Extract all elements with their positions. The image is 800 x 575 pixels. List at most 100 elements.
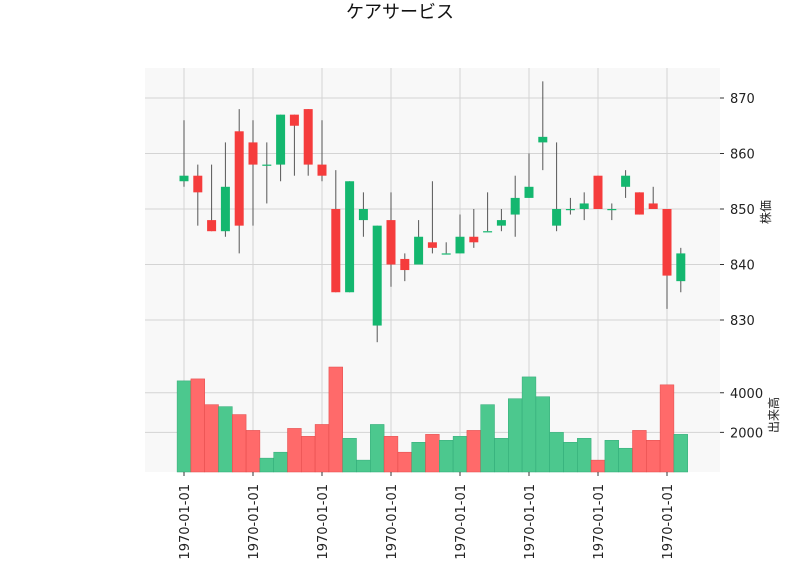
candle-body — [607, 209, 617, 211]
candle-body — [220, 186, 230, 232]
volume-bar — [301, 436, 316, 473]
candle-body — [524, 186, 534, 198]
volume-bar — [466, 430, 481, 473]
volume-bar — [494, 438, 509, 473]
candle-body — [248, 142, 258, 165]
price-tick-label: 860 — [730, 148, 755, 163]
volume-bar — [618, 447, 633, 473]
volume-bar — [659, 384, 675, 473]
candle-body — [400, 258, 410, 271]
volume-bar — [190, 378, 205, 473]
volume-bar — [549, 432, 564, 473]
volume-tick-label: 4000 — [730, 387, 763, 402]
volume-bar — [342, 438, 357, 473]
volume-bar — [646, 440, 661, 473]
candle-body — [289, 114, 299, 126]
volume-bar — [425, 434, 440, 473]
candle-body — [414, 236, 424, 265]
price-panel: 830 840 850 860 870 株価 — [145, 68, 773, 357]
volume-bar — [218, 406, 233, 473]
price-axis-label: 株価 — [758, 200, 773, 224]
volume-bar — [245, 430, 261, 473]
x-tick-label: 1970-01-01 — [178, 484, 193, 560]
candle-body — [455, 236, 465, 254]
candle-body — [510, 197, 520, 215]
volume-axis-ticks: 2000 4000 — [720, 387, 763, 441]
volume-bar — [577, 438, 592, 473]
x-tick-label: 1970-01-01 — [592, 484, 607, 560]
candle-body — [634, 192, 644, 215]
candle-body — [496, 220, 506, 226]
x-tick-label: 1970-01-01 — [247, 484, 262, 560]
candle-body — [276, 114, 286, 165]
candle-body — [662, 209, 672, 276]
volume-bar — [314, 424, 330, 473]
candle-body — [331, 209, 341, 293]
x-tick-label: 1970-01-01 — [385, 484, 400, 560]
volume-bar — [452, 436, 468, 473]
candle-body — [621, 175, 631, 187]
volume-bar — [508, 398, 523, 473]
x-axis-ticks: 1970-01-01 1970-01-01 1970-01-01 1970-01-01… — [178, 472, 676, 560]
candle-body — [538, 136, 548, 143]
price-tick-label: 870 — [730, 92, 755, 107]
candle-body — [179, 175, 189, 182]
chart-title: ケアサービス — [346, 2, 454, 23]
volume-bar — [328, 366, 343, 473]
volume-bar — [632, 430, 647, 473]
candle-body — [317, 164, 327, 176]
candle-body — [345, 181, 355, 293]
candle-body — [193, 175, 203, 193]
candle-body — [207, 220, 217, 232]
candle-body — [469, 236, 479, 243]
candle-body — [648, 203, 658, 209]
volume-bar — [232, 414, 247, 473]
volume-bar — [604, 440, 619, 473]
volume-bar — [356, 459, 371, 473]
x-tick-label: 1970-01-01 — [316, 484, 331, 560]
volume-bar — [673, 434, 688, 473]
volume-bar — [411, 442, 426, 473]
volume-bar — [370, 424, 385, 473]
candle-body — [483, 231, 493, 233]
candle-body — [441, 253, 451, 255]
candle-body — [676, 253, 686, 282]
x-tick-label: 1970-01-01 — [523, 484, 538, 560]
volume-bar — [480, 404, 495, 473]
x-tick-label: 1970-01-01 — [661, 484, 676, 560]
volume-panel: 2000 4000 出来高 — [145, 357, 781, 473]
volume-bar — [590, 459, 606, 473]
candle-body — [262, 164, 272, 166]
volume-bar — [397, 451, 412, 473]
volume-bar — [563, 442, 578, 473]
volume-bar — [273, 451, 288, 473]
volume-axis-label: 出来高 — [766, 397, 781, 433]
candle-body — [372, 225, 382, 326]
candle-body — [234, 131, 244, 226]
candle-body — [358, 209, 368, 221]
volume-bar — [259, 457, 274, 473]
volume-tick-label: 2000 — [730, 426, 763, 441]
candle-body — [579, 203, 589, 209]
price-tick-label: 850 — [730, 203, 755, 218]
price-tick-label: 840 — [730, 259, 755, 274]
candle-body — [593, 175, 603, 209]
price-tick-label: 830 — [730, 314, 755, 329]
volume-bar — [439, 440, 454, 473]
candles — [179, 81, 686, 343]
volume-bar — [287, 428, 302, 473]
x-tick-label: 1970-01-01 — [454, 484, 469, 560]
candle-body — [427, 242, 437, 248]
volume-bar — [204, 404, 219, 473]
volume-bar — [521, 376, 537, 473]
candle-body — [565, 209, 575, 211]
candle-body — [303, 109, 313, 165]
candle-body — [386, 220, 396, 265]
price-axis-ticks: 830 840 850 860 870 — [720, 92, 755, 329]
volume-bar — [176, 380, 192, 473]
volume-bar — [535, 396, 550, 473]
candle-body — [552, 209, 562, 226]
volume-bar — [383, 436, 399, 473]
volume-bars — [176, 366, 688, 473]
